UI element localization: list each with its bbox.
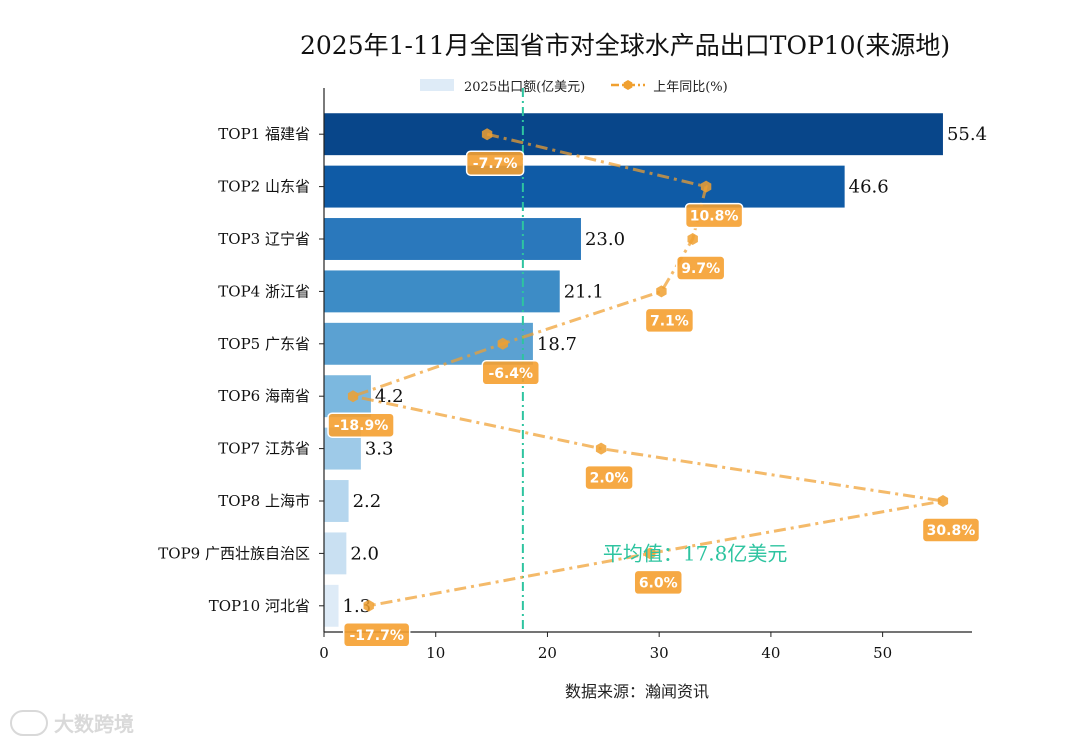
yoy-label: -17.7% xyxy=(349,628,403,644)
yoy-label-box xyxy=(675,255,726,281)
watermark-text: 大数跨境 xyxy=(54,712,134,736)
yoy-point xyxy=(481,128,493,141)
legend-line-label: 上年同比(%) xyxy=(653,79,728,95)
yoy-label-box xyxy=(342,622,411,648)
bar xyxy=(324,165,845,208)
yoy-label: -18.9% xyxy=(334,418,388,434)
yoy-label: -6.4% xyxy=(488,366,533,382)
category-label: TOP1 福建省 xyxy=(218,125,310,143)
yoy-point xyxy=(687,233,698,245)
category-label: TOP10 河北省 xyxy=(209,597,310,615)
yoy-label-box xyxy=(633,569,683,596)
data-source: 数据来源：瀚闻资讯 xyxy=(565,682,710,701)
yoy-point xyxy=(645,547,656,560)
bar-value-label: 46.6 xyxy=(849,177,889,198)
bar-value-label: 1.3 xyxy=(343,596,372,617)
yoy-point xyxy=(497,337,508,350)
watermark-logo-icon xyxy=(10,709,48,736)
bar-value-label: 18.7 xyxy=(537,334,577,355)
bar-value-label: 2.2 xyxy=(353,491,382,512)
bar-value-label: 2.0 xyxy=(350,543,379,564)
yoy-point xyxy=(363,599,374,612)
category-label: TOP8 上海市 xyxy=(218,492,310,510)
x-tick-label: 40 xyxy=(761,644,780,662)
yoy-point xyxy=(595,442,607,455)
yoy-label: -7.7% xyxy=(473,156,518,172)
yoy-label-box xyxy=(921,517,981,543)
category-label: TOP5 广东省 xyxy=(218,335,310,353)
x-tick-label: 20 xyxy=(538,644,557,662)
yoy-label-box xyxy=(644,307,695,334)
category-label: TOP2 山东省 xyxy=(218,178,310,196)
yoy-label: 2.0% xyxy=(590,471,629,487)
legend-bar-swatch xyxy=(420,79,454,91)
x-tick-label: 50 xyxy=(873,644,892,662)
x-tick-label: 30 xyxy=(650,644,669,662)
yoy-label-box xyxy=(327,412,395,438)
bar-value-label: 55.4 xyxy=(947,124,987,145)
category-label: TOP4 浙江省 xyxy=(218,282,310,300)
average-label: 平均值：17.8亿美元 xyxy=(603,541,788,565)
yoy-label: 30.8% xyxy=(927,523,976,539)
chart-legend: 2025出口额(亿美元) 上年同比(%) xyxy=(420,74,754,96)
legend-item-line: 上年同比(%) xyxy=(611,76,728,95)
category-label: TOP7 江苏省 xyxy=(218,440,310,458)
bar xyxy=(324,218,581,260)
category-label: TOP6 海南省 xyxy=(218,387,310,405)
yoy-label: 7.1% xyxy=(650,313,689,329)
chart-title: 2025年1-11月全国省市对全球水产品出口TOP10(来源地) xyxy=(300,31,951,60)
bar-value-label: 3.3 xyxy=(365,439,394,460)
yoy-label-box xyxy=(584,464,634,491)
x-tick-label: 10 xyxy=(426,644,445,662)
x-tick-label: 0 xyxy=(319,644,329,662)
yoy-point xyxy=(937,495,949,507)
yoy-point xyxy=(700,180,712,193)
legend-item-bar: 2025出口额(亿美元) xyxy=(420,76,585,95)
yoy-label-box xyxy=(684,202,744,229)
legend-line-swatch xyxy=(611,80,646,90)
yoy-label: 10.8% xyxy=(690,209,739,225)
bar xyxy=(324,584,339,627)
yoy-label-box xyxy=(465,150,525,176)
category-label: TOP3 辽宁省 xyxy=(218,230,310,248)
yoy-label: 9.7% xyxy=(681,261,720,277)
bar xyxy=(324,532,347,575)
bar xyxy=(324,113,943,156)
yoy-point xyxy=(656,285,667,298)
yoy-label-box xyxy=(481,360,541,386)
bar xyxy=(324,480,349,522)
yoy-label: 6.0% xyxy=(639,575,678,591)
bar-value-label: 23.0 xyxy=(585,229,625,250)
watermark: 大数跨境 xyxy=(10,708,134,737)
bar xyxy=(324,270,560,313)
category-label: TOP9 广西壮族自治区 xyxy=(158,544,310,562)
bar xyxy=(324,375,371,418)
bar-value-label: 21.1 xyxy=(564,281,604,302)
legend-bar-label: 2025出口额(亿美元) xyxy=(464,79,586,95)
bar-value-label: 4.2 xyxy=(375,386,404,407)
yoy-point xyxy=(347,390,359,403)
